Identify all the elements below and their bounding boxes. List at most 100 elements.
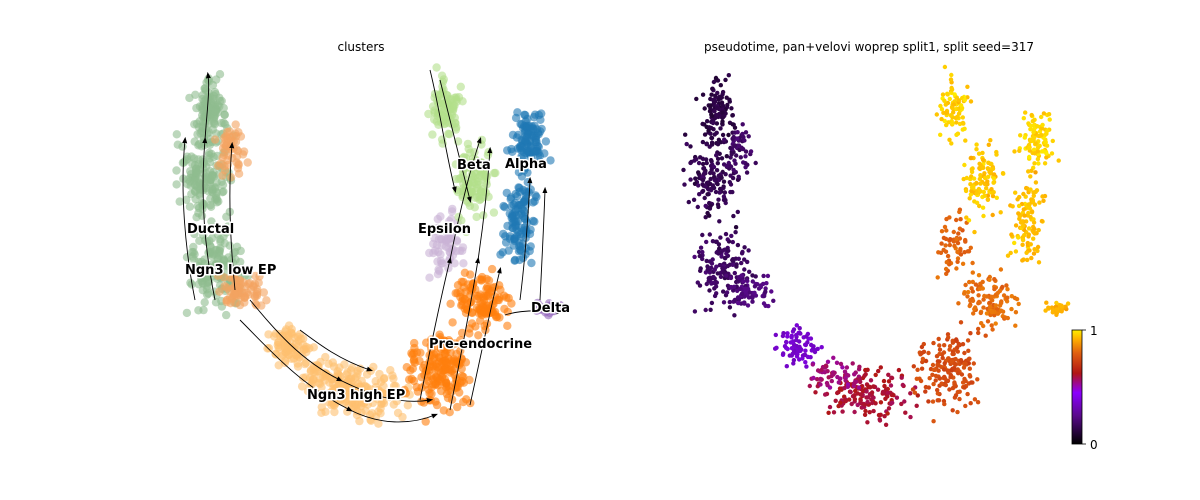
pseudotime-point <box>844 365 850 370</box>
cell-point <box>512 133 522 142</box>
pseudotime-point <box>709 125 714 131</box>
pseudotime-point <box>1031 190 1037 195</box>
cell-point <box>502 293 511 302</box>
cell-point <box>218 180 228 190</box>
pseudotime-point <box>739 291 745 296</box>
cell-point <box>361 406 370 416</box>
pseudotime-point <box>1021 116 1026 121</box>
pseudotime-point <box>957 389 962 394</box>
pseudotime-point <box>965 294 970 299</box>
pseudotime-point <box>886 406 892 411</box>
cell-point <box>295 353 304 362</box>
pseudotime-point <box>742 267 747 272</box>
pseudotime-point <box>896 367 902 373</box>
pseudotime-point <box>713 284 719 289</box>
pseudotime-point <box>722 256 728 261</box>
pseudotime-point <box>938 103 943 109</box>
pseudotime-point <box>1036 227 1041 233</box>
pseudotime-point <box>989 294 994 299</box>
pseudotime-point <box>990 327 995 332</box>
pseudotime-point <box>982 193 987 198</box>
pseudotime-point <box>739 273 745 278</box>
cell-point <box>200 298 209 307</box>
pseudotime-point <box>981 189 986 195</box>
cluster-label-ngn3-low-ep: Ngn3 low EP <box>185 263 276 278</box>
pseudotime-point <box>985 319 991 324</box>
pseudotime-point <box>1012 240 1017 246</box>
pseudotime-point <box>865 420 870 425</box>
pseudotime-point <box>986 142 991 147</box>
pseudotime-point <box>843 398 848 404</box>
pseudotime-point <box>950 121 955 126</box>
pseudotime-point <box>878 365 883 370</box>
pseudotime-point <box>961 365 967 370</box>
pseudotime-point <box>947 347 952 352</box>
cell-point <box>536 127 545 136</box>
pseudotime-point <box>975 400 981 405</box>
pseudotime-point <box>933 378 938 383</box>
cell-point <box>234 169 244 178</box>
pseudotime-point <box>794 332 799 338</box>
pseudotime-point <box>990 298 995 303</box>
pseudotime-point <box>1035 145 1041 150</box>
cell-point <box>508 147 517 156</box>
pseudotime-point <box>1037 200 1042 205</box>
pseudotime-point <box>686 199 691 205</box>
pseudotime-point <box>739 260 744 266</box>
pseudotime-point <box>710 86 715 92</box>
pseudotime-point <box>714 121 720 126</box>
pseudotime-point <box>1059 309 1064 314</box>
pseudotime-point <box>949 113 954 118</box>
cell-point <box>226 173 236 182</box>
pseudotime-point <box>842 369 848 374</box>
cell-point <box>189 248 198 257</box>
pseudotime-point <box>763 286 768 291</box>
pseudotime-point <box>1054 307 1059 312</box>
pseudotime-point <box>704 157 709 162</box>
pseudotime-point <box>926 399 931 404</box>
pseudotime-point <box>784 364 789 369</box>
pseudotime-point <box>724 154 729 159</box>
pseudotime-point <box>750 279 755 284</box>
pseudotime-point <box>1013 223 1019 228</box>
pseudotime-point <box>711 99 717 104</box>
pseudotime-point <box>764 281 769 286</box>
pseudotime-point <box>1027 154 1032 160</box>
cell-point <box>479 308 489 317</box>
pseudotime-point <box>992 277 997 282</box>
pseudotime-point <box>923 358 929 364</box>
pseudotime-point <box>891 393 896 398</box>
pseudotime-points <box>681 64 1071 427</box>
cell-point <box>230 290 239 299</box>
pseudotime-point <box>829 378 834 384</box>
pseudotime-point <box>707 109 713 114</box>
cell-point <box>223 156 232 165</box>
cell-point <box>519 212 528 221</box>
cell-point <box>231 137 241 146</box>
pseudotime-point <box>805 331 811 337</box>
cell-point <box>202 237 212 247</box>
pseudotime-point <box>881 378 887 384</box>
cell-point <box>526 143 535 152</box>
pseudotime-point <box>946 335 951 340</box>
pseudotime-point <box>959 372 965 377</box>
pseudotime-point <box>700 121 705 127</box>
cell-point <box>434 265 443 274</box>
pseudotime-point <box>855 391 860 396</box>
pseudotime-point <box>978 173 983 178</box>
pseudotime-point <box>745 259 750 265</box>
pseudotime-point <box>825 383 830 388</box>
cell-point <box>207 217 216 226</box>
pseudotime-point <box>965 95 970 100</box>
pseudotime-point <box>705 192 710 197</box>
cell-point <box>346 374 356 384</box>
cell-point <box>243 158 252 167</box>
pseudotime-point <box>705 210 710 216</box>
pseudotime-point <box>803 348 808 353</box>
pseudotime-point <box>870 400 875 406</box>
pseudotime-point <box>927 376 932 381</box>
pseudotime-point <box>1029 255 1034 261</box>
pseudotime-point <box>951 229 956 235</box>
pseudotime-point <box>971 361 976 366</box>
